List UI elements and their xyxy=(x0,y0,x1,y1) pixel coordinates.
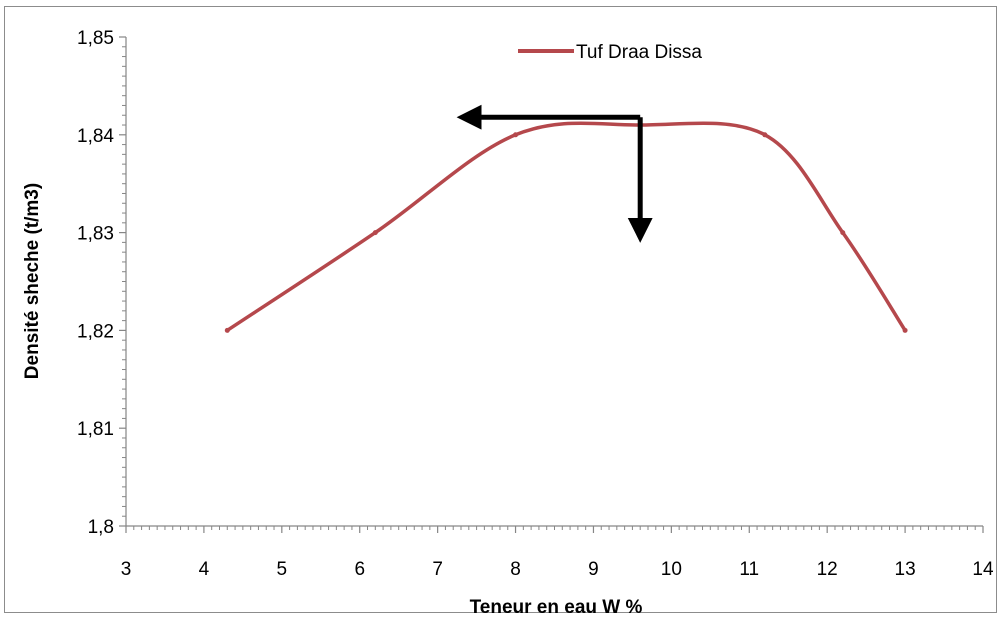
annotation-layer xyxy=(456,104,653,243)
data-point xyxy=(513,132,519,138)
y-tick-label: 1,81 xyxy=(77,419,114,440)
series-line xyxy=(226,121,907,332)
x-tick-label: 4 xyxy=(199,559,210,580)
x-tick-label: 12 xyxy=(817,559,838,580)
x-tick-label: 8 xyxy=(510,559,521,580)
x-tick-label: 3 xyxy=(121,559,132,580)
y-tick-label: 1,8 xyxy=(88,517,114,538)
y-axis-title: Densité sheche (t/m3) xyxy=(22,183,43,379)
x-tick-label: 10 xyxy=(661,559,682,580)
y-tick-label: 1,84 xyxy=(77,126,114,147)
data-point xyxy=(840,230,846,236)
y-tick-label: 1,83 xyxy=(77,224,114,245)
x-axis-title: Teneur en eau W % xyxy=(470,597,643,617)
chart-frame xyxy=(4,6,997,613)
x-tick-label: 11 xyxy=(739,559,759,580)
x-tick-label: 7 xyxy=(432,559,443,580)
x-tick-label: 6 xyxy=(354,559,365,580)
x-tick-label: 13 xyxy=(895,559,916,580)
data-point xyxy=(902,327,908,333)
x-tick-label: 9 xyxy=(588,559,599,580)
data-point xyxy=(224,327,230,333)
x-tick-label: 14 xyxy=(972,559,994,580)
series-layer xyxy=(224,121,908,333)
data-point xyxy=(762,132,768,138)
data-point xyxy=(372,230,378,236)
y-tick-label: 1,82 xyxy=(77,321,114,342)
axes: 1,8 1,81 1,82 1,83 1,84 1,85 3 4 5 6 7 8 9 10 11 12 13 14 xyxy=(77,28,994,580)
legend-label: Tuf Draa Dissa xyxy=(576,42,702,63)
y-tick-label: 1,85 xyxy=(77,28,114,49)
x-tick-label: 5 xyxy=(277,559,288,580)
legend: Tuf Draa Dissa xyxy=(518,42,702,63)
